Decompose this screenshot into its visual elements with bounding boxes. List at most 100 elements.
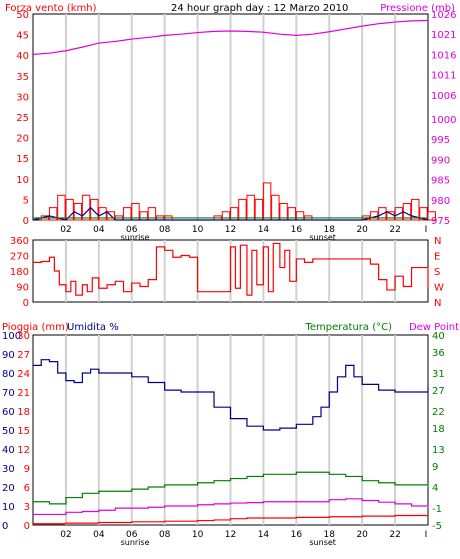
gust-bar — [57, 194, 66, 221]
y-tick-temperature: 9 — [432, 462, 438, 473]
y-tick-pressure: 1021 — [431, 30, 456, 41]
x-tick-label: 10 — [192, 530, 204, 540]
x-tick-label: 08 — [159, 530, 171, 540]
gust-bar — [106, 211, 115, 221]
x-tick-label: 10 — [192, 225, 204, 235]
x-tick-label: 16 — [291, 530, 303, 540]
y-tick-direction: 0 — [23, 298, 29, 309]
y-tick-rain: 18 — [17, 407, 30, 418]
x-tick-label: 14 — [258, 530, 270, 540]
y-tick-rain: 30 — [17, 331, 30, 342]
y-tick-wind: 30 — [16, 92, 29, 103]
y-tick-pressure: 980 — [431, 196, 450, 207]
ylabel-temperature: Temperatura (°C) — [304, 322, 392, 333]
y-tick-wind: 5 — [23, 195, 29, 206]
compass-label: N — [434, 236, 441, 247]
sunrise-label: sunrise — [121, 233, 150, 242]
x-tick-label: 22 — [389, 530, 400, 540]
y-tick-wind: 40 — [16, 51, 29, 62]
y-tick-temperature: -1 — [432, 504, 442, 515]
x-tick-label: 22 — [389, 225, 400, 235]
y-tick-temperature: 22 — [432, 407, 445, 418]
x-tick-label: 04 — [93, 225, 105, 235]
y-tick-humidity: 90 — [2, 350, 15, 361]
y-tick-pressure: 1000 — [431, 115, 456, 126]
x-tick-label: 18 — [324, 225, 336, 235]
y-tick-humidity: 30 — [2, 464, 15, 475]
gust-bar — [394, 207, 403, 221]
y-tick-temperature: 18 — [432, 424, 445, 435]
y-tick-pressure: 1011 — [431, 71, 456, 82]
ylabel-dewpoint: Dew Point — [409, 322, 459, 333]
gust-bar — [419, 207, 428, 221]
series-temperatura — [33, 471, 429, 505]
gust-bar — [65, 198, 74, 221]
compass-label: N — [434, 298, 441, 309]
gust-bar — [411, 198, 420, 221]
y-tick-temperature: 13 — [432, 445, 445, 456]
y-tick-temperature: 31 — [432, 369, 445, 380]
y-tick-rain: 15 — [17, 426, 30, 437]
y-tick-humidity: 10 — [2, 502, 15, 513]
y-tick-rain: 6 — [24, 483, 30, 494]
x-tick-label: 18 — [324, 530, 336, 540]
chart-title: 24 hour graph day : 12 Marzo 2010 — [171, 3, 348, 14]
y-tick-humidity: 40 — [2, 445, 15, 456]
y-tick-humidity: 50 — [2, 426, 15, 437]
x-tick-label: 16 — [291, 225, 303, 235]
x-tick-label: 12 — [225, 225, 236, 235]
series-direction — [33, 242, 429, 296]
y-tick-rain: 21 — [17, 388, 30, 399]
y-tick-pressure: 985 — [431, 176, 450, 187]
y-tick-wind: 20 — [16, 134, 29, 145]
ylabel-humidity: Umidita % — [67, 322, 119, 333]
x-tick-label: 08 — [159, 225, 171, 235]
x-tick-label: 04 — [93, 530, 105, 540]
y-tick-humidity: 20 — [2, 483, 15, 494]
y-tick-temperature: -5 — [432, 521, 442, 532]
y-tick-humidity: 100 — [2, 331, 21, 342]
ylabel-rain: Pioggia (mm) — [2, 322, 69, 333]
compass-label: E — [434, 252, 440, 263]
y-tick-pressure: 995 — [431, 135, 450, 146]
y-tick-direction: 180 — [10, 267, 29, 278]
x-tick-label: 14 — [258, 225, 270, 235]
y-tick-rain: 27 — [17, 350, 30, 361]
ylabel-pressure: Pressione (mb) — [380, 3, 455, 14]
y-tick-pressure: 1006 — [431, 91, 456, 102]
gust-bar — [48, 207, 58, 221]
x-tick-label: I — [425, 530, 428, 540]
y-tick-temperature: 36 — [432, 348, 445, 359]
x-tick-label: 02 — [60, 530, 71, 540]
y-tick-rain: 3 — [24, 502, 30, 513]
y-tick-wind: 45 — [16, 31, 29, 42]
x-tick-label: 06 — [126, 225, 138, 235]
y-tick-rain: 9 — [24, 464, 30, 475]
y-tick-direction: 90 — [16, 283, 29, 294]
y-tick-wind: 35 — [16, 72, 29, 83]
y-tick-direction: 360 — [10, 236, 29, 247]
y-tick-temperature: 4 — [432, 483, 438, 494]
sunrise-label: sunrise — [121, 538, 150, 547]
y-tick-pressure: 1016 — [431, 50, 456, 61]
compass-label: W — [434, 283, 444, 294]
ylabel-wind: Forza vento (kmh) — [5, 3, 97, 14]
x-tick-label: 02 — [60, 225, 71, 235]
sunset-label: sunset — [309, 233, 336, 242]
sunset-label: sunset — [309, 538, 336, 547]
y-tick-wind: 0 — [23, 216, 29, 227]
y-tick-rain: 0 — [24, 521, 30, 532]
compass-label: S — [434, 267, 440, 278]
y-tick-humidity: 60 — [2, 407, 15, 418]
y-tick-pressure: 990 — [431, 155, 450, 166]
series-vento-medio — [32, 206, 429, 221]
y-tick-wind: 25 — [16, 113, 29, 124]
x-tick-label: 20 — [356, 225, 368, 235]
y-tick-humidity: 80 — [2, 369, 15, 380]
y-tick-pressure: 1026 — [431, 10, 456, 21]
y-tick-temperature: 27 — [432, 386, 445, 397]
y-tick-rain: 12 — [17, 445, 30, 456]
gust-bar — [427, 211, 436, 221]
y-tick-wind: 10 — [16, 175, 29, 186]
